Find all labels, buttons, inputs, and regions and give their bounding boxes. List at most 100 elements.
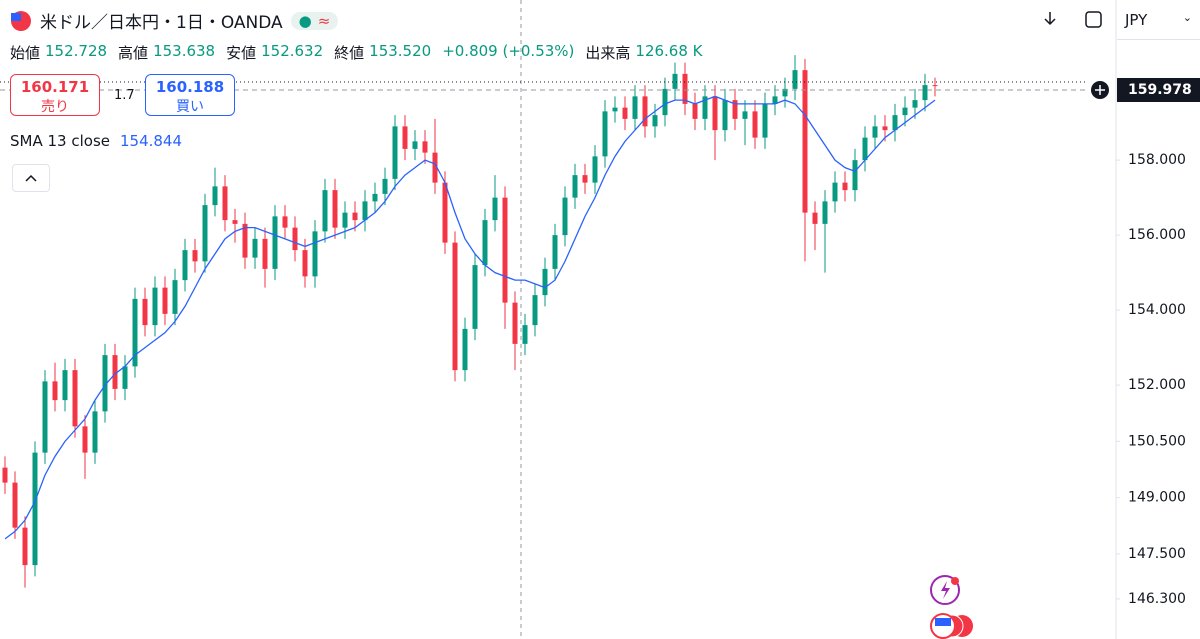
y-tick-label: 150.500 [1128,433,1186,449]
candle-body [362,201,368,221]
status[interactable]: ● ≈ [290,11,339,30]
readout-label: 安値 [226,44,257,62]
candle-body [212,186,218,206]
candle-body [552,235,558,269]
candle-body [72,370,78,427]
candle-body [112,355,118,389]
candle-body [12,482,18,528]
candle-body [842,182,848,191]
candle-body [902,107,908,116]
currency: JPY [1125,11,1148,29]
candle-body [822,201,828,224]
candle-body [612,107,618,112]
candle-body [162,287,168,314]
candle-body [762,103,768,138]
candle-body [52,381,58,401]
candle-body [382,178,388,194]
candle-body [832,182,838,202]
readout-label: 始値 [10,44,41,62]
candle-body [642,96,648,127]
download-icon[interactable] [1044,12,1056,26]
symbol-title: 米ドル／日本円・1日・OANDA [40,13,283,33]
candle-body [732,100,738,119]
candle-body [422,141,428,153]
candle-body [132,298,138,367]
readout-value: 126.68 K [635,42,703,60]
candle-body [342,212,348,228]
candle-body [352,212,358,221]
candle-body [442,182,448,243]
candle-body [322,190,328,232]
candle-body [782,88,788,97]
currency-select[interactable]: JPY ⌄ [1117,0,1200,40]
candle-body [152,287,158,326]
candle-body [122,366,128,389]
candle-body [142,298,148,326]
candle-body [92,411,98,453]
candle-body [332,190,338,228]
candle-body [812,212,818,224]
candle-body [892,115,898,131]
readout-value: 152.728 [45,42,108,60]
spread: 1.7 [114,88,135,103]
candle-body [402,126,408,149]
candle-body [932,85,938,87]
candle-body [532,295,538,326]
candle-body [722,100,728,131]
buy-button[interactable]: 160.188 買い [145,74,235,116]
candle-body [492,197,498,221]
candle-body [372,193,378,202]
readout-value: 153.638 [153,42,216,60]
candle-body [912,100,918,108]
sma-value: 154.844 [119,132,183,150]
sell-button[interactable]: 160.171 売り [10,74,100,116]
readout-value: 152.632 [261,42,324,60]
candle-body [712,96,718,131]
readout-label: 出来高 [585,44,631,62]
candle-body [622,107,628,119]
candle-body [82,426,88,453]
candle-body [32,452,38,566]
buy-label: 買い [176,99,204,115]
candle-body [582,175,588,183]
candle-body [312,231,318,277]
y-tick-label: 152.000 [1128,377,1186,393]
candle-body [662,88,668,116]
collapse-button[interactable] [12,164,50,192]
chevron [25,174,37,182]
candle-body [292,227,298,251]
readout-value: +0.809 (+0.53%) [442,42,575,60]
candle-body [502,197,508,303]
candle-body [392,126,398,179]
candle-body [102,355,108,412]
candle-body [772,96,778,104]
candle-body [62,370,68,401]
candle-body [452,242,458,371]
candle-body [232,220,238,224]
header: 米ドル／日本円・1日・OANDA ● ≈ [10,8,339,33]
candle-body [182,250,188,281]
sell-label: 売り [41,99,69,115]
flag [935,618,951,626]
candle-body [22,527,28,566]
add-icon [1095,85,1105,95]
legend-name: SMA 13 close [10,132,110,150]
fullscreen-icon[interactable] [1085,11,1102,28]
candle-body [42,381,48,453]
candle-body [702,96,708,119]
sell-price: 160.171 [20,78,90,96]
candle-body [252,238,258,258]
candle-body [562,197,568,236]
candle-body [412,141,418,149]
candle-body [542,268,548,296]
candle-body [802,70,808,213]
event-dot [951,577,959,585]
last-price-box [1117,78,1200,102]
candle-body [682,73,688,104]
y-tick-label: 156.000 [1128,227,1186,243]
candle-body [522,325,528,344]
candle-body [602,111,608,157]
candle-body [872,126,878,138]
candle-body [472,265,478,329]
